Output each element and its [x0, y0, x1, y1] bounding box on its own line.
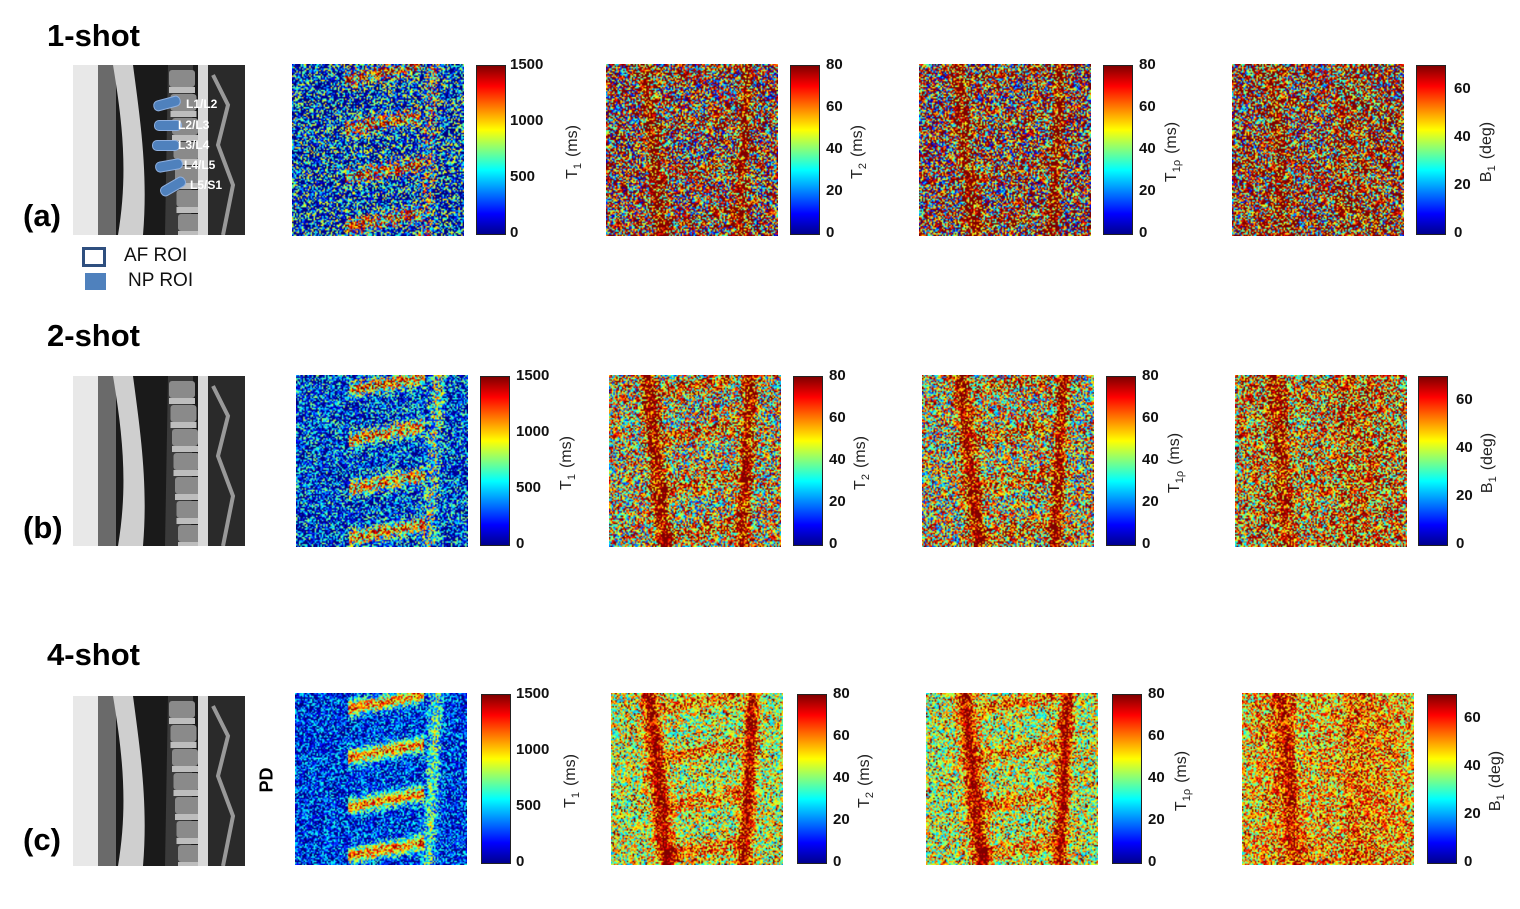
b1-tick-label: 20 [1456, 486, 1473, 504]
t2-tick-label: 20 [829, 493, 846, 510]
b1-tick-label: 60 [1454, 80, 1471, 98]
b1-tick-label: 60 [1464, 709, 1481, 727]
t1r-map-row3 [926, 693, 1098, 865]
t1r-tick-label: 80 [1139, 56, 1156, 73]
b1-colorbar-row2 [1418, 376, 1448, 546]
t1-map-row2 [296, 375, 468, 547]
t1-map-row3 [295, 693, 467, 865]
t2-tick-label: 80 [833, 685, 850, 702]
roi-np-l3l4 [152, 140, 180, 151]
t2-tick-label: 60 [833, 727, 850, 744]
t1r-colorbar-row1 [1103, 65, 1133, 235]
t2-map-row1 [606, 64, 778, 236]
t1-tick-label: 1000 [516, 740, 550, 758]
mri-image-2shot [73, 376, 245, 546]
t2-tick-label: 40 [826, 140, 843, 157]
t1r-map-row1 [919, 64, 1091, 236]
t1-tick-label: 500 [510, 168, 536, 185]
roi-np-l2l3 [154, 120, 182, 131]
t2-map-row2 [609, 375, 781, 547]
t1r-tick-label: 80 [1142, 367, 1159, 384]
t1r-tick-label: 0 [1142, 535, 1151, 552]
t1r-tick-label: 0 [1148, 853, 1157, 870]
t1-tick-label: 0 [510, 224, 519, 241]
t1-tick-label: 500 [516, 479, 542, 496]
t1-tick-label: 500 [516, 797, 542, 814]
b1-tick-label: 40 [1456, 439, 1473, 457]
t2-tick-label: 60 [829, 409, 846, 426]
roi-label-l1l2: L1/L2 [186, 97, 218, 111]
b1-tick-label: 0 [1456, 535, 1465, 552]
t1r-tick-label: 20 [1148, 811, 1165, 828]
t1r-tick-label: 20 [1142, 493, 1159, 510]
b1-tick-label: 40 [1464, 757, 1481, 775]
t2-tick-label: 80 [826, 56, 843, 73]
roi-label-l3l4: L3/L4 [178, 138, 210, 152]
t2-tick-label: 0 [833, 853, 842, 870]
t2-colorbar-row3 [797, 694, 827, 864]
t2-tick-label: 20 [833, 811, 850, 828]
np-roi-legend-label: NP ROI [128, 270, 194, 291]
t2-colorbar-row1 [790, 65, 820, 235]
b1-tick-label: 0 [1454, 224, 1463, 241]
t1r-colorbar-row3 [1112, 694, 1142, 864]
t1-tick-label: 0 [516, 535, 525, 552]
t2-tick-label: 60 [826, 98, 843, 115]
row-title-4shot: 4-shot [47, 637, 140, 672]
t2-tick-label: 80 [829, 367, 846, 384]
t1-map-row1 [292, 64, 464, 236]
t1r-tick-label: 60 [1139, 98, 1156, 115]
t1r-tick-label: 80 [1148, 685, 1165, 702]
t1-colorbar-row3 [481, 694, 511, 864]
roi-label-l5s1: L5/S1 [190, 178, 223, 192]
b1-map-row1 [1232, 64, 1404, 236]
b1-tick-label: 0 [1464, 853, 1473, 870]
t1r-tick-label: 20 [1139, 182, 1156, 199]
t1r-tick-label: 40 [1142, 451, 1159, 468]
row-title-1shot: 1-shot [47, 18, 140, 53]
t2-tick-label: 40 [829, 451, 846, 468]
roi-label-l4l5: L4/L5 [184, 158, 216, 172]
t1-colorbar-row1 [476, 65, 506, 235]
row-letter-b: (b) [23, 510, 63, 545]
b1-map-row2 [1235, 375, 1407, 547]
af-roi-legend-icon [82, 247, 106, 267]
b1-tick-label: 60 [1456, 391, 1473, 409]
b1-map-row3 [1242, 693, 1414, 865]
b1-tick-label: 20 [1464, 804, 1481, 822]
b1-tick-label: 40 [1454, 128, 1471, 146]
t1-tick-label: 1500 [516, 367, 550, 384]
t1-tick-label: 1000 [510, 111, 544, 129]
t1r-tick-label: 60 [1142, 409, 1159, 426]
b1-colorbar-row3 [1427, 694, 1457, 864]
np-roi-legend-icon [85, 273, 106, 290]
b1-tick-label: 20 [1454, 175, 1471, 193]
t1r-tick-label: 40 [1139, 140, 1156, 157]
t2-tick-label: 40 [833, 769, 850, 786]
t2-colorbar-row2 [793, 376, 823, 546]
roi-label-l2l3: L2/L3 [178, 118, 210, 132]
t1r-tick-label: 40 [1148, 769, 1165, 786]
af-roi-legend-label: AF ROI [124, 245, 188, 266]
t1-tick-label: 0 [516, 853, 525, 870]
t1r-map-row2 [922, 375, 1094, 547]
mri-image-4shot [73, 696, 245, 866]
row-letter-a: (a) [23, 198, 61, 233]
t2-tick-label: 0 [826, 224, 835, 241]
t1r-tick-label: 0 [1139, 224, 1148, 241]
t1r-tick-label: 60 [1148, 727, 1165, 744]
t1-tick-label: 1500 [516, 685, 550, 702]
row-title-2shot: 2-shot [47, 318, 140, 353]
t1-tick-label: 1000 [516, 422, 550, 440]
t1-tick-label: 1500 [510, 56, 544, 73]
row-letter-c: (c) [23, 822, 61, 857]
t1r-colorbar-row2 [1106, 376, 1136, 546]
t2-tick-label: 20 [826, 182, 843, 199]
t1-colorbar-row2 [480, 376, 510, 546]
b1-colorbar-row1 [1416, 65, 1446, 235]
t2-map-row3 [611, 693, 783, 865]
t2-tick-label: 0 [829, 535, 838, 552]
